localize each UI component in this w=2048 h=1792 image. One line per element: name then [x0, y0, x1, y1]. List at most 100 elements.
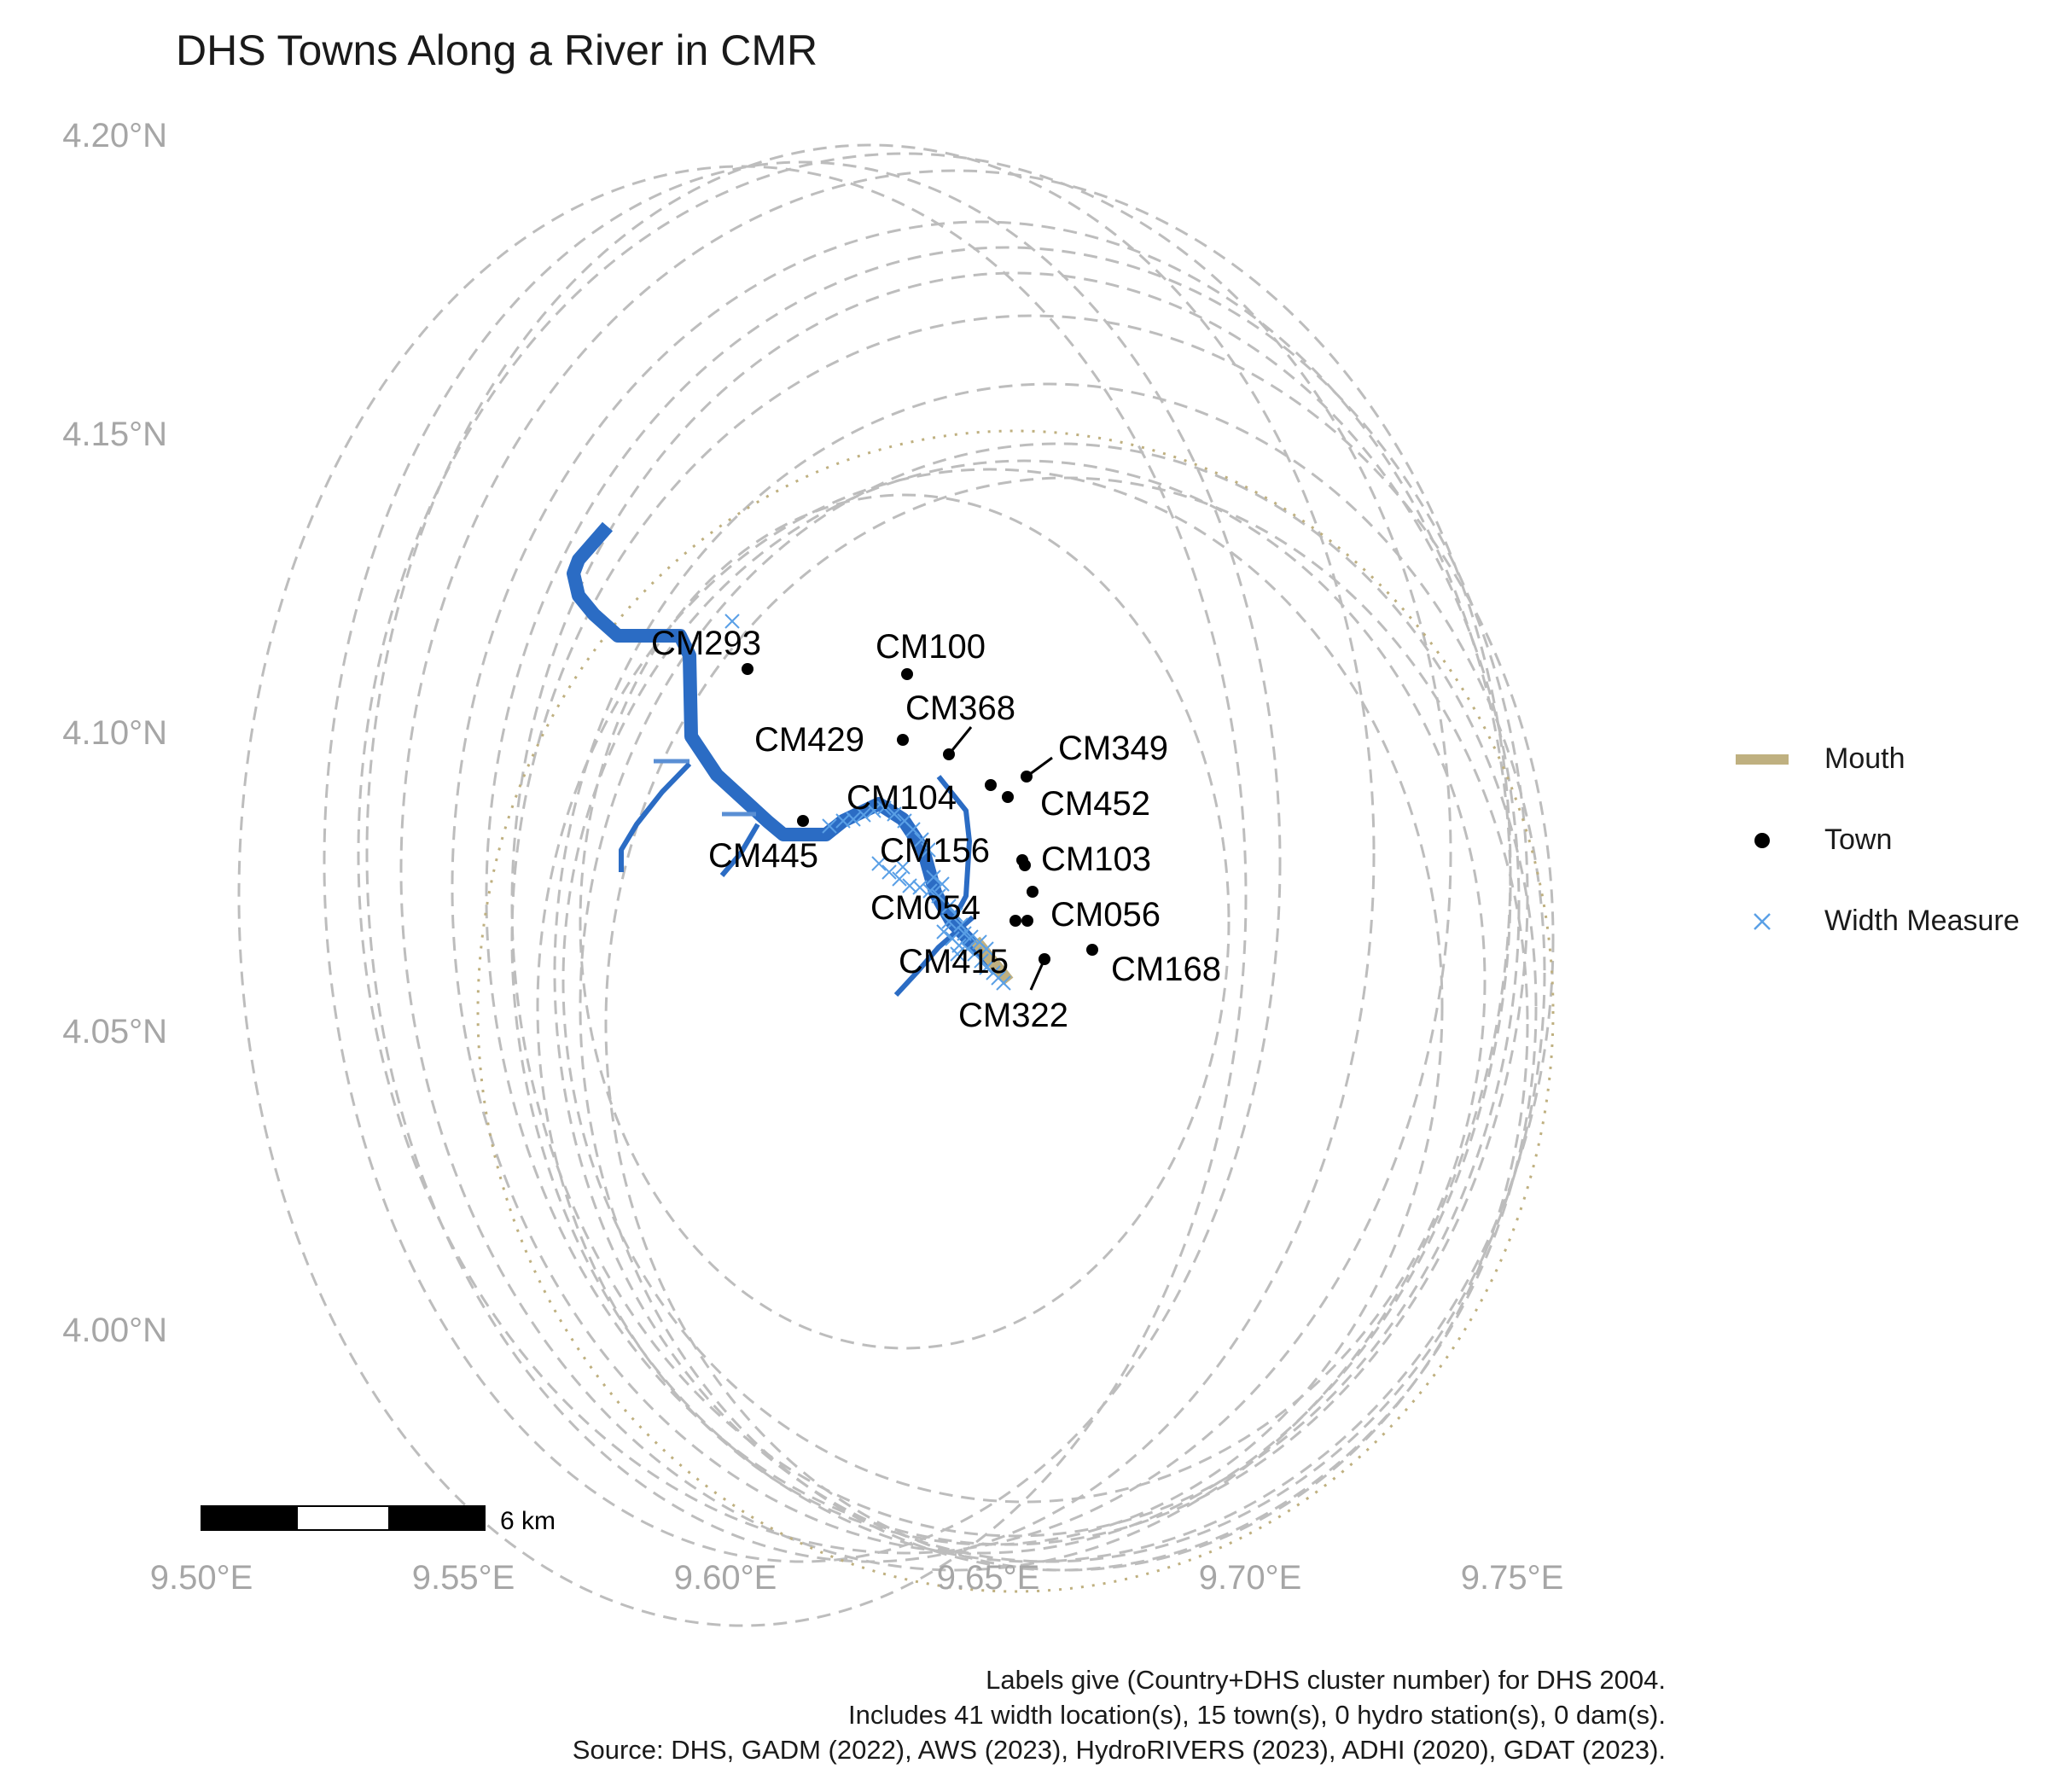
- town-label: CM056: [1050, 896, 1161, 934]
- tributary-east: [936, 775, 972, 923]
- width-measure-point: [914, 832, 929, 847]
- x-tick-label: 9.70°E: [1199, 1559, 1302, 1597]
- map-title: DHS Towns Along a River in CMR: [176, 26, 818, 74]
- buffer-circles: [237, 143, 1555, 1627]
- town-label: CM100: [876, 628, 986, 666]
- y-tick-label: 4.15°N: [62, 416, 167, 453]
- town-label: CM168: [1111, 951, 1221, 988]
- buffer-circle: [604, 476, 1529, 1572]
- town-label: CM104: [847, 779, 957, 817]
- width-measure-point: [905, 822, 921, 837]
- scale-bar: 6 km: [201, 1505, 556, 1535]
- width-measure-point: [881, 864, 897, 880]
- width-measure-point: [921, 842, 936, 858]
- width-measure-point: [887, 806, 902, 822]
- town-label: CM349: [1058, 730, 1168, 767]
- x-axis: 9.50°E 9.55°E 9.60°E 9.65°E 9.70°E 9.75°…: [150, 1559, 1564, 1597]
- town-point: [985, 779, 997, 791]
- width-measure-point: [941, 914, 957, 929]
- scale-bar-segment: [296, 1505, 390, 1531]
- buffer-circle: [536, 468, 1444, 1546]
- width-measure-point: [895, 859, 911, 875]
- town-label: CM293: [651, 625, 761, 662]
- buffer-circle: [510, 271, 1521, 1538]
- x-tick-label: 9.55°E: [412, 1559, 515, 1597]
- width-measure-point: [922, 883, 938, 899]
- town-point: [901, 668, 913, 680]
- width-measure-point: [866, 803, 881, 818]
- width-measure-point: [892, 871, 907, 887]
- legend-label: Town: [1824, 823, 1893, 856]
- caption-line: Source: DHS, GADM (2022), AWS (2023), Hy…: [572, 1735, 1666, 1765]
- x-tick-label: 9.60°E: [674, 1559, 777, 1597]
- town-point-icon: [1754, 833, 1770, 848]
- width-measure-point: [876, 800, 892, 816]
- tributary-west: [619, 761, 692, 872]
- town-points: [742, 663, 1098, 965]
- width-measure-cross-icon: [1754, 913, 1771, 930]
- y-axis: 4.20°N 4.15°N 4.10°N 4.05°N 4.00°N: [62, 117, 167, 1349]
- x-tick-label: 9.75°E: [1461, 1559, 1564, 1597]
- town-label: CM368: [905, 689, 1015, 727]
- town-label: CM103: [1041, 841, 1151, 878]
- buffer-circle: [510, 314, 1555, 1563]
- town-point: [1009, 915, 1021, 927]
- buffer-circle: [323, 160, 1282, 1563]
- buffer-circle: [579, 442, 1538, 1572]
- scale-bar-segment: [201, 1505, 298, 1531]
- width-measure-point: [724, 614, 740, 629]
- town-label: CM054: [870, 889, 980, 927]
- y-tick-label: 4.10°N: [62, 714, 167, 752]
- width-measure-point: [941, 899, 957, 914]
- width-measure-point: [936, 924, 951, 940]
- buffer-circle: [553, 382, 1546, 1563]
- y-tick-label: 4.00°N: [62, 1312, 167, 1349]
- y-tick-label: 4.05°N: [62, 1013, 167, 1050]
- town-point: [797, 815, 809, 827]
- town-point: [742, 663, 753, 675]
- width-measure-point: [871, 856, 887, 871]
- width-measure-point: [996, 975, 1011, 991]
- legend-label: Width Measure: [1824, 905, 2020, 937]
- width-measure-point: [912, 880, 928, 895]
- caption: Labels give (Country+DHS cluster number)…: [573, 1662, 1666, 1767]
- width-measure-point: [926, 870, 941, 885]
- town-labels: CM293 CM100 CM368 CM429 CM349 CM452 CM10…: [651, 625, 1221, 1034]
- town-label: CM322: [958, 997, 1068, 1034]
- buffer-circle: [561, 459, 1487, 1504]
- mouth-buffer: [476, 429, 1555, 1593]
- width-measure-point: [960, 941, 975, 957]
- width-measure-point: [953, 917, 969, 933]
- x-tick-label: 9.65°E: [937, 1559, 1040, 1597]
- mouth-line-icon: [1736, 754, 1789, 765]
- buffer-circle: [399, 169, 1512, 1572]
- width-measure-point: [950, 946, 965, 962]
- town-point: [1027, 886, 1039, 898]
- town-point: [1086, 944, 1098, 956]
- y-tick-label: 4.20°N: [62, 117, 167, 154]
- width-measure-point: [846, 812, 861, 827]
- town-point: [897, 734, 909, 746]
- width-measure-points: [724, 614, 1011, 991]
- buffer-circle: [357, 152, 1452, 1555]
- width-measure-point: [856, 807, 871, 823]
- main-river-channel: [567, 521, 998, 968]
- buffer-circle: [579, 493, 1231, 1350]
- town-point: [943, 748, 955, 760]
- buffer-circle: [451, 220, 1512, 1555]
- legend-label: Mouth: [1824, 742, 1905, 775]
- width-measure-point: [974, 953, 989, 969]
- tributary-southwest: [719, 823, 760, 877]
- tributary-southeast: [893, 915, 975, 998]
- town-label: CM415: [899, 943, 1009, 980]
- legend-item-width-measure: Width Measure: [1724, 896, 2048, 947]
- width-measure-point: [934, 876, 950, 892]
- river-network: [567, 521, 998, 998]
- scale-bar-segment: [388, 1505, 486, 1531]
- width-measure-point: [822, 818, 837, 834]
- town-point: [1021, 915, 1033, 927]
- width-measure-point: [963, 929, 979, 945]
- town-point: [1002, 791, 1014, 803]
- legend-item-mouth: Mouth: [1724, 734, 2048, 785]
